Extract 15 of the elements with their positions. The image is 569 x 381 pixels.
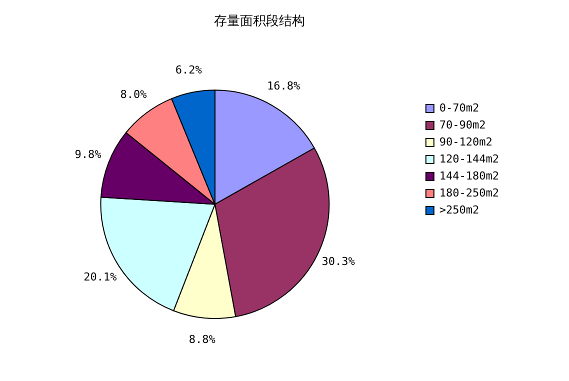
data-label: 20.1% <box>84 270 118 284</box>
data-label: 8.0% <box>120 88 148 101</box>
data-label: 30.3% <box>322 254 356 268</box>
legend-label: 180-250m2 <box>439 186 500 200</box>
data-label: 9.8% <box>74 148 102 161</box>
chart-title: 存量面积段结构 <box>214 14 305 30</box>
data-label: 8.8% <box>188 332 216 346</box>
data-label: 6.2% <box>175 64 202 77</box>
legend-label: 90-120m2 <box>439 135 492 148</box>
legend-label: 120-144m2 <box>439 152 500 166</box>
data-label: 16.8% <box>266 79 300 92</box>
legend-label: 70-90m2 <box>439 118 486 132</box>
legend-label: >250m2 <box>439 203 480 216</box>
legend-label: 0-70m2 <box>439 101 480 114</box>
legend-label: 144-180m2 <box>439 169 500 182</box>
